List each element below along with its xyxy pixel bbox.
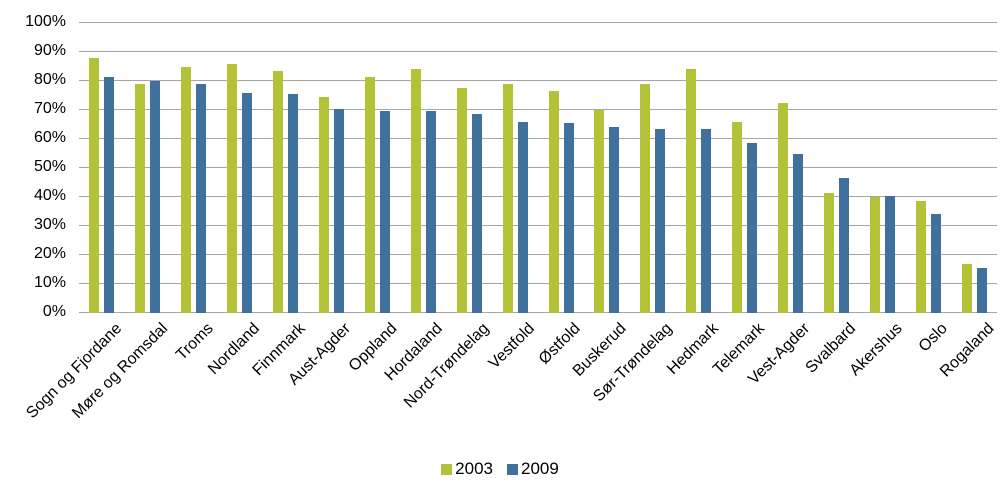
bar-group [676, 23, 722, 313]
bar-group [630, 23, 676, 313]
bar [364, 76, 375, 313]
bar [609, 127, 620, 313]
bar [181, 66, 192, 313]
bar-group [125, 23, 171, 313]
bar [884, 195, 895, 313]
bar [961, 263, 972, 313]
x-axis-label: Vestfold [485, 320, 539, 373]
legend-swatch-icon [441, 463, 453, 475]
gridline [79, 80, 997, 81]
legend-item: 2009 [507, 460, 559, 478]
gridline [79, 225, 997, 226]
bar [778, 102, 789, 313]
gridline [79, 196, 997, 197]
x-axis-label: Oslo [915, 320, 952, 356]
bar [273, 70, 284, 313]
bar [747, 143, 758, 313]
bar [655, 128, 666, 313]
bar-group [814, 23, 860, 313]
bar [823, 192, 834, 313]
gridline [79, 254, 997, 255]
bar [563, 123, 574, 313]
legend-label: 2003 [455, 459, 493, 478]
bar [640, 83, 651, 313]
bar [915, 201, 926, 313]
bar [456, 88, 467, 313]
bar [135, 83, 146, 313]
bar [976, 268, 987, 313]
gridline [79, 283, 997, 284]
bar-group [354, 23, 400, 313]
bar-group [400, 23, 446, 313]
bar [227, 63, 238, 313]
legend-item: 2003 [441, 460, 493, 478]
bar-group [584, 23, 630, 313]
bar [196, 83, 207, 313]
bar [869, 197, 880, 313]
y-axis-tick-label: 20% [33, 245, 66, 262]
bar [502, 83, 513, 313]
bar [793, 153, 804, 313]
bar [333, 108, 344, 313]
bar [548, 91, 559, 313]
bar-group [492, 23, 538, 313]
bar [150, 81, 161, 313]
bar [517, 121, 528, 313]
bar-group [309, 23, 355, 313]
bar [318, 96, 329, 313]
legend: 2003 2009 [0, 460, 1000, 478]
y-axis-tick-label: 30% [33, 216, 66, 233]
y-axis-tick-label: 0% [42, 303, 66, 320]
bar-group [905, 23, 951, 313]
legend-label: 2009 [521, 459, 559, 478]
gridline [79, 138, 997, 139]
legend-swatch-icon [507, 463, 518, 475]
y-axis-tick-label: 40% [33, 187, 66, 204]
gridline [79, 167, 997, 168]
bar-group [722, 23, 768, 313]
bar-group [538, 23, 584, 313]
bar [732, 121, 743, 313]
y-axis-tick-label: 90% [33, 42, 66, 59]
bar [425, 111, 436, 313]
bar [410, 69, 421, 313]
bar [242, 92, 253, 313]
bar-group [768, 23, 814, 313]
x-axis-label: Nord-Trøndelag [400, 320, 493, 412]
gridline [79, 109, 997, 110]
y-axis-tick-label: 60% [33, 129, 66, 146]
bar-group [79, 23, 125, 313]
y-axis-tick-label: 10% [33, 274, 66, 291]
bar-groups [79, 23, 997, 313]
bar-group [263, 23, 309, 313]
bar [471, 114, 482, 313]
gridline [79, 312, 997, 313]
y-axis-tick-label: 70% [33, 100, 66, 117]
plot-area [79, 22, 997, 313]
x-axis-label: Troms [173, 320, 217, 364]
bar [701, 128, 712, 313]
y-axis-tick-label: 100% [25, 13, 66, 30]
bar [686, 69, 697, 313]
bar [930, 214, 941, 313]
bar-group [171, 23, 217, 313]
bar [838, 178, 849, 313]
y-axis-tick-label: 80% [33, 71, 66, 88]
bar-group [446, 23, 492, 313]
bar-group [951, 23, 997, 313]
bar [288, 94, 299, 313]
bar-group [859, 23, 905, 313]
bar [379, 111, 390, 313]
bar [594, 110, 605, 313]
gridline [79, 22, 997, 23]
gridline [79, 51, 997, 52]
bar [89, 57, 100, 313]
bar [104, 76, 115, 313]
bar-group [217, 23, 263, 313]
y-axis-tick-label: 50% [33, 158, 66, 175]
